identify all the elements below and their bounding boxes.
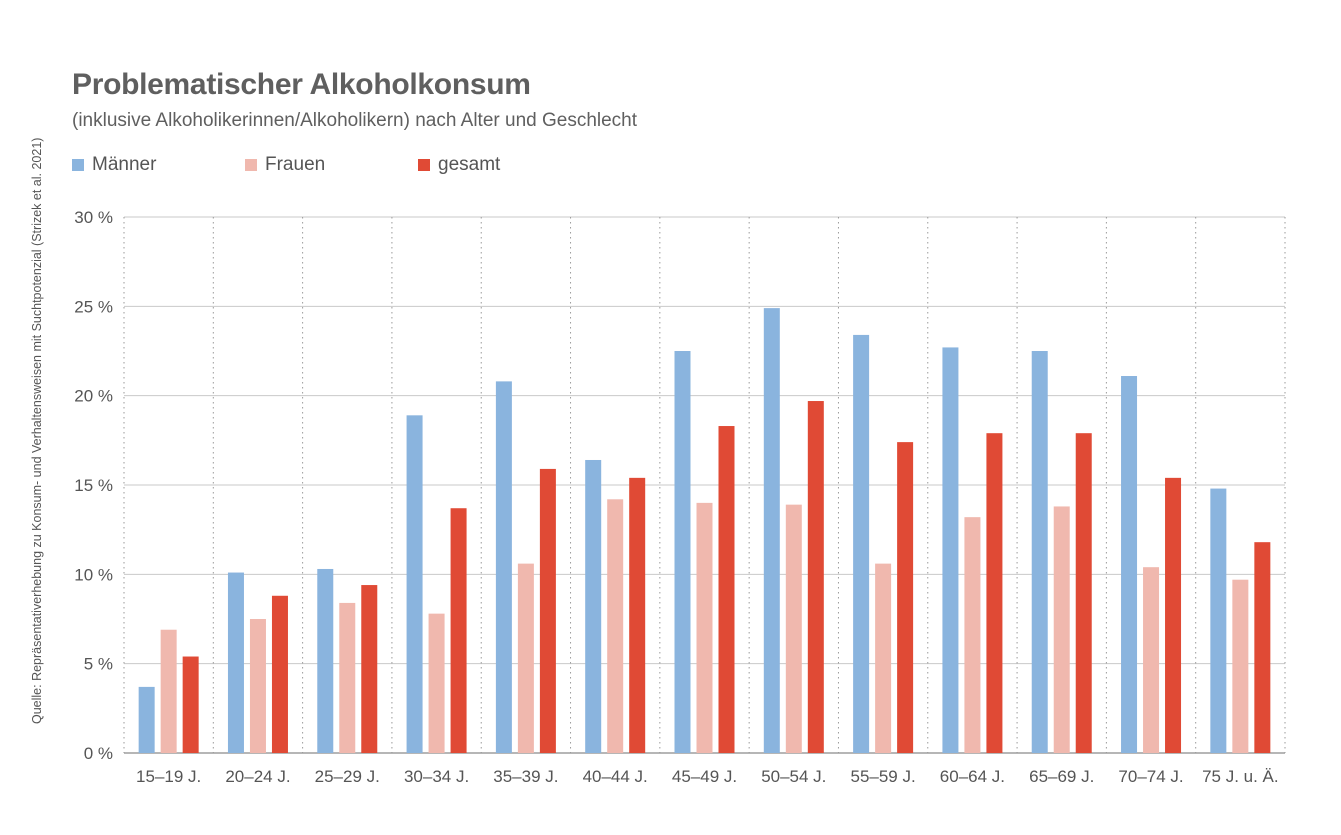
bar-frauen bbox=[1053, 506, 1070, 753]
bar-m-nner bbox=[585, 459, 602, 753]
y-tick-label: 5 % bbox=[84, 655, 113, 674]
bar-frauen bbox=[607, 499, 624, 753]
x-tick-label: 50–54 J. bbox=[761, 767, 826, 786]
x-tick-label: 20–24 J. bbox=[225, 767, 290, 786]
bar-m-nner bbox=[1210, 488, 1227, 753]
y-tick-label: 0 % bbox=[84, 744, 113, 763]
y-tick-label: 15 % bbox=[74, 476, 113, 495]
y-tick-label: 10 % bbox=[74, 565, 113, 584]
bar-m-nner bbox=[674, 351, 691, 753]
bar-frauen bbox=[517, 563, 534, 753]
bar-gesamt bbox=[897, 442, 914, 753]
legend-item-gesamt: gesamt bbox=[418, 154, 500, 176]
bar-gesamt bbox=[986, 433, 1003, 753]
bar-m-nner bbox=[763, 308, 780, 753]
y-tick-label: 25 % bbox=[74, 297, 113, 316]
legend-swatch-gesamt bbox=[418, 159, 430, 171]
bar-frauen bbox=[964, 517, 981, 753]
bar-gesamt bbox=[629, 477, 646, 753]
bar-m-nner bbox=[317, 568, 334, 753]
bar-frauen bbox=[249, 619, 266, 753]
bar-frauen bbox=[339, 602, 356, 753]
bar-m-nner bbox=[495, 381, 512, 753]
x-tick-label: 35–39 J. bbox=[493, 767, 558, 786]
x-tick-label: 30–34 J. bbox=[404, 767, 469, 786]
chart-subtitle: (inklusive Alkoholikerinnen/Alkoholikern… bbox=[72, 110, 638, 131]
legend-swatch-maenner bbox=[72, 159, 84, 171]
bar-gesamt bbox=[539, 468, 556, 753]
bar-m-nner bbox=[1031, 351, 1048, 753]
legend-item-maenner: Männer bbox=[72, 154, 156, 176]
x-tick-label: 45–49 J. bbox=[672, 767, 737, 786]
y-tick-label: 30 % bbox=[74, 208, 113, 227]
bar-gesamt bbox=[450, 508, 467, 753]
legend-label-gesamt: gesamt bbox=[438, 154, 501, 175]
x-tick-label: 40–44 J. bbox=[583, 767, 648, 786]
bar-gesamt bbox=[1254, 542, 1271, 753]
bar-gesamt bbox=[182, 656, 199, 753]
bar-gesamt bbox=[718, 426, 735, 753]
bar-m-nner bbox=[942, 347, 959, 753]
bar-gesamt bbox=[1165, 477, 1182, 753]
bar-m-nner bbox=[227, 572, 244, 753]
bar-frauen bbox=[875, 563, 892, 753]
bar-frauen bbox=[160, 629, 177, 753]
bar-gesamt bbox=[271, 595, 288, 753]
bar-gesamt bbox=[807, 401, 824, 753]
legend-swatch-frauen bbox=[245, 159, 257, 171]
x-tick-label: 55–59 J. bbox=[850, 767, 915, 786]
bar-frauen bbox=[1143, 567, 1160, 753]
bar-frauen bbox=[785, 504, 802, 753]
x-tick-label: 70–74 J. bbox=[1118, 767, 1183, 786]
x-tick-label: 65–69 J. bbox=[1029, 767, 1094, 786]
x-tick-label: 15–19 J. bbox=[136, 767, 201, 786]
legend-label-frauen: Frauen bbox=[265, 154, 326, 175]
legend-label-maenner: Männer bbox=[92, 154, 157, 175]
y-tick-label: 20 % bbox=[74, 387, 113, 406]
bar-frauen bbox=[428, 613, 445, 753]
bar-m-nner bbox=[853, 334, 870, 753]
legend-item-frauen: Frauen bbox=[245, 154, 325, 176]
bar-gesamt bbox=[1075, 433, 1092, 753]
bar-m-nner bbox=[138, 686, 155, 753]
bar-gesamt bbox=[361, 585, 378, 753]
bar-frauen bbox=[696, 502, 713, 753]
x-tick-label: 60–64 J. bbox=[940, 767, 1005, 786]
x-tick-label: 25–29 J. bbox=[315, 767, 380, 786]
chart-title: Problematischer Alkoholkonsum bbox=[72, 68, 531, 101]
x-tick-label: 75 J. u. Ä. bbox=[1202, 767, 1279, 786]
bar-frauen bbox=[1232, 579, 1249, 753]
bar-m-nner bbox=[406, 415, 423, 753]
bar-m-nner bbox=[1121, 376, 1138, 753]
